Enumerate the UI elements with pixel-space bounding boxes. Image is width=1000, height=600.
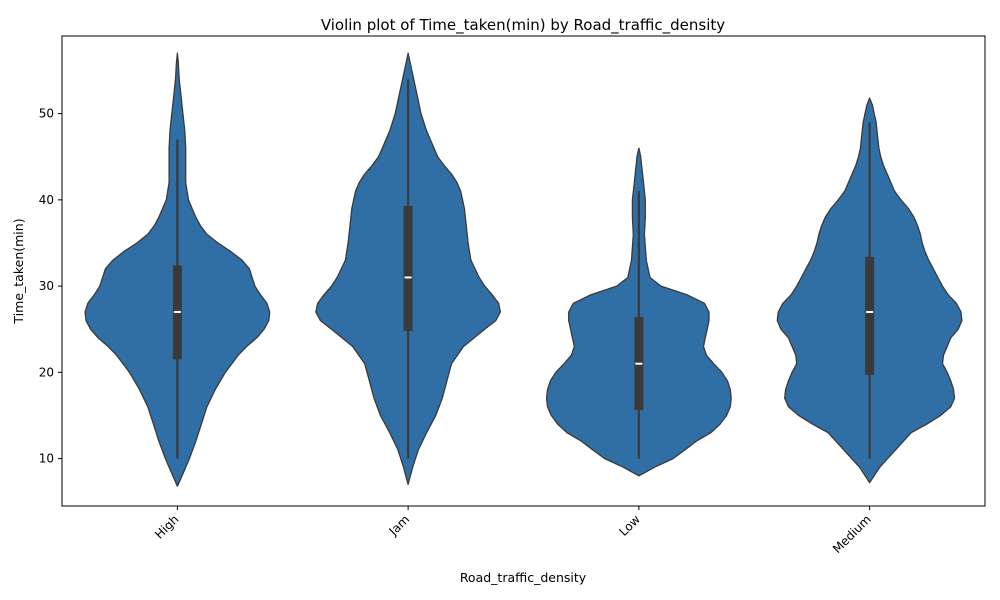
iqr-box-medium — [865, 256, 875, 375]
y-tick-label: 20 — [39, 365, 54, 379]
y-tick-label: 40 — [39, 193, 54, 207]
iqr-box-jam — [403, 205, 413, 331]
y-tick-label: 30 — [39, 279, 54, 293]
chart-title: Violin plot of Time_taken(min) by Road_t… — [321, 16, 725, 35]
y-tick-label: 10 — [39, 452, 54, 466]
y-tick-label: 50 — [39, 107, 54, 121]
y-axis-label: Time_taken(min) — [11, 218, 26, 324]
x-axis-label: Road_traffic_density — [460, 570, 587, 585]
axes-frame — [61, 35, 986, 507]
plot-area — [84, 52, 963, 487]
